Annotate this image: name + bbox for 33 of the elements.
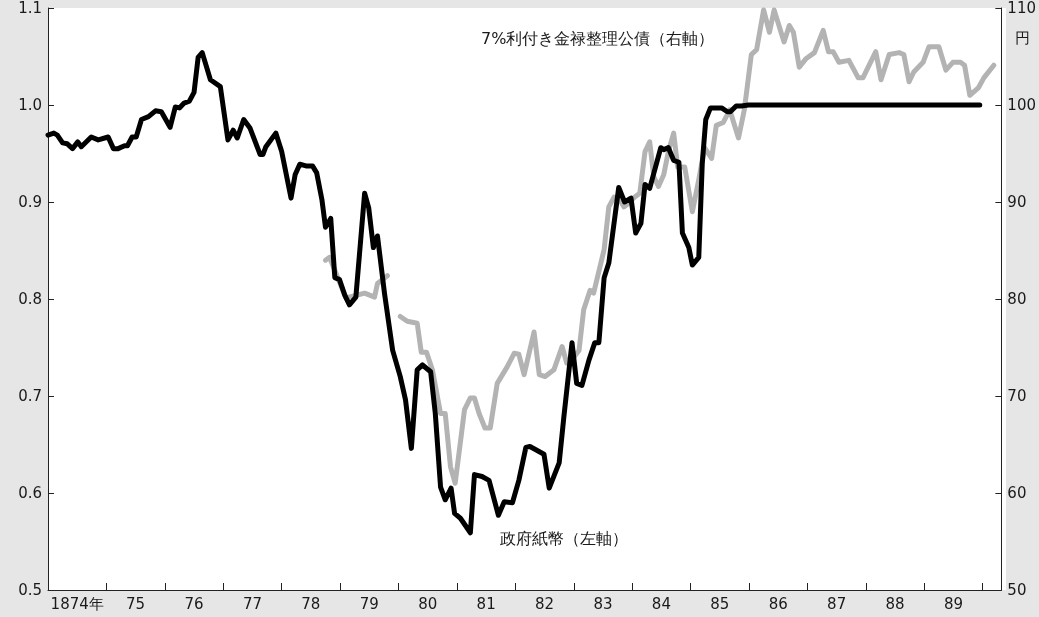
- x-tick-label: 85: [710, 594, 730, 613]
- series-label: 政府紙幣（左軸）: [500, 528, 628, 548]
- y-tick-label: 1.0: [18, 96, 42, 114]
- x-tick-label: 80: [418, 594, 438, 613]
- y2-tick-label: 50: [1007, 581, 1027, 599]
- x-tick-label: 86: [768, 594, 788, 613]
- x-tick-label: 79: [359, 594, 379, 613]
- y2-tick-label: 90: [1007, 193, 1027, 211]
- y2-axis-title: 円: [1015, 28, 1030, 47]
- x-tick-label: 89: [943, 594, 964, 613]
- y-tick-label: 0.5: [18, 581, 42, 599]
- y-tick-label: 0.7: [18, 387, 42, 405]
- text: 7%利付き金禄整理公債（右軸）: [481, 28, 715, 48]
- y-tick-label: 0.6: [18, 484, 42, 502]
- y2-tick-label: 70: [1007, 387, 1027, 405]
- x-tick-label: 78: [301, 594, 321, 613]
- x-tick-label: 87: [827, 594, 847, 613]
- y2-tick-label: 110: [1007, 0, 1037, 17]
- y2-tick-label: 80: [1007, 290, 1027, 308]
- x-tick-label: 82: [535, 594, 555, 613]
- x-tick-label: 1874年: [50, 594, 104, 613]
- x-tick-label: 83: [593, 594, 613, 613]
- x-tick-label: 76: [184, 594, 204, 613]
- x-tick-label: 77: [242, 594, 263, 613]
- y-tick-label: 1.1: [18, 0, 42, 17]
- y2-tick-label: 100: [1007, 96, 1037, 114]
- x-tick-label: 84: [651, 594, 671, 613]
- x-tick-label: 81: [476, 594, 496, 613]
- x-tick-label: 88: [885, 594, 905, 613]
- y-tick-label: 0.8: [18, 290, 42, 308]
- x-tick-label: 75: [126, 594, 146, 613]
- y2-tick-label: 60: [1007, 484, 1027, 502]
- y-tick-label: 0.9: [18, 193, 42, 211]
